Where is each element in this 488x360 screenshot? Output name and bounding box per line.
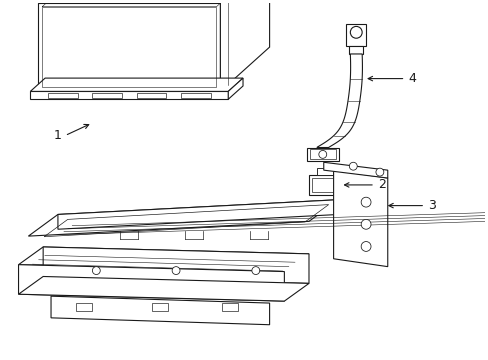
Circle shape xyxy=(318,150,326,158)
Polygon shape xyxy=(19,247,308,271)
Polygon shape xyxy=(220,0,269,91)
Polygon shape xyxy=(181,93,210,98)
Text: 2: 2 xyxy=(377,179,385,192)
Polygon shape xyxy=(323,162,387,178)
Polygon shape xyxy=(348,46,363,54)
Polygon shape xyxy=(92,93,122,98)
Polygon shape xyxy=(306,148,338,161)
Circle shape xyxy=(361,242,370,251)
Circle shape xyxy=(348,162,357,170)
Polygon shape xyxy=(30,78,243,91)
Polygon shape xyxy=(316,168,332,175)
Polygon shape xyxy=(346,24,366,46)
Polygon shape xyxy=(51,296,269,325)
Text: 3: 3 xyxy=(427,199,435,212)
Polygon shape xyxy=(333,170,387,267)
Polygon shape xyxy=(137,93,166,98)
Polygon shape xyxy=(48,93,78,98)
Polygon shape xyxy=(316,54,362,148)
Polygon shape xyxy=(43,247,308,283)
Circle shape xyxy=(349,26,362,38)
Circle shape xyxy=(361,219,370,229)
Polygon shape xyxy=(30,91,228,99)
Circle shape xyxy=(361,197,370,207)
Polygon shape xyxy=(38,3,220,91)
Polygon shape xyxy=(228,78,243,99)
Circle shape xyxy=(375,168,383,176)
Circle shape xyxy=(92,267,100,275)
Polygon shape xyxy=(308,175,340,195)
Circle shape xyxy=(251,267,259,275)
Polygon shape xyxy=(58,200,338,229)
Polygon shape xyxy=(19,265,284,301)
Polygon shape xyxy=(19,276,308,301)
Circle shape xyxy=(172,267,180,275)
Text: 1: 1 xyxy=(54,129,62,142)
Text: 4: 4 xyxy=(407,72,415,85)
Polygon shape xyxy=(340,179,346,191)
Polygon shape xyxy=(38,0,269,3)
Polygon shape xyxy=(28,200,338,236)
